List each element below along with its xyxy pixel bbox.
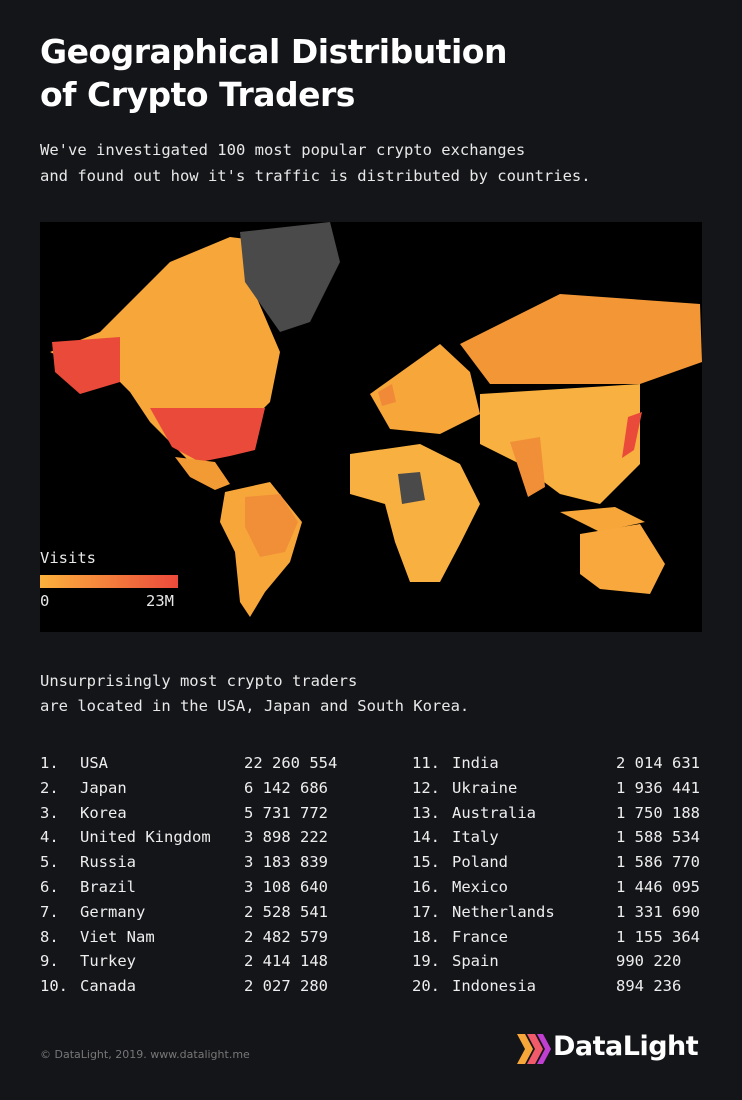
legend-min: 0 [40, 592, 50, 610]
country: Netherlands [452, 902, 555, 921]
country: India [452, 754, 499, 772]
visits: 1 750 188 [616, 803, 700, 822]
country: Turkey [80, 952, 136, 971]
country: Ukraine [452, 778, 518, 797]
rank: 9. [40, 952, 59, 971]
rank: 7. [40, 902, 59, 921]
country: Poland [452, 853, 508, 872]
visits: 6 142 686 [244, 778, 328, 797]
rank: 4. [40, 828, 59, 847]
country: Viet Nam [80, 927, 155, 946]
visits: 1 588 534 [616, 828, 700, 847]
rank: 2. [40, 778, 59, 797]
country: Australia [452, 803, 536, 822]
country: Italy [452, 828, 499, 847]
visits: 3 183 839 [244, 853, 328, 872]
note-line: are located in the USA, Japan and South … [40, 697, 470, 715]
rank: 8. [40, 927, 59, 946]
rank: 15. [412, 853, 440, 872]
country: Korea [80, 803, 127, 822]
note-line: Unsurprisingly most crypto traders [40, 672, 358, 690]
legend-max: 23M [146, 592, 174, 610]
subtitle-line: We've investigated 100 most popular cryp… [40, 141, 526, 159]
visits: 22 260 554 [244, 754, 338, 772]
visits: 1 446 095 [616, 878, 700, 896]
visits: 1 155 364 [616, 927, 700, 946]
rank: 19. [412, 952, 440, 971]
rank: 12. [412, 778, 440, 797]
rank: 17. [412, 902, 440, 921]
country: United Kingdom [80, 828, 211, 847]
rank: 10. [40, 977, 68, 996]
logo-text: DataLight [553, 1031, 699, 1062]
country: Brazil [80, 878, 136, 896]
visits: 1 331 690 [616, 902, 700, 921]
title-line: of Crypto Traders [40, 75, 355, 114]
rank: 18. [412, 927, 440, 946]
world-map [40, 222, 702, 632]
credit: © DataLight, 2019. www.datalight.me [40, 1048, 250, 1061]
country: USA [80, 754, 108, 772]
visits: 3 108 640 [244, 878, 328, 896]
visits: 2 027 280 [244, 977, 328, 996]
title-line: Geographical Distribution [40, 32, 507, 71]
visits: 2 482 579 [244, 927, 328, 946]
visits: 894 236 [616, 977, 682, 996]
rank: 16. [412, 878, 440, 896]
visits: 990 220 [616, 952, 682, 971]
country: Spain [452, 952, 499, 971]
rank: 14. [412, 828, 440, 847]
logo-mark [517, 1034, 551, 1064]
visits: 1 586 770 [616, 853, 700, 872]
rank: 6. [40, 878, 59, 896]
rank: 1. [40, 754, 59, 772]
country: Canada [80, 977, 136, 996]
country: Japan [80, 778, 127, 797]
country: Indonesia [452, 977, 536, 996]
country: Mexico [452, 878, 508, 896]
rank: 13. [412, 803, 440, 822]
country: France [452, 927, 508, 946]
visits: 2 528 541 [244, 902, 328, 921]
visits: 5 731 772 [244, 803, 328, 822]
visits: 1 936 441 [616, 778, 700, 797]
subtitle-line: and found out how it's traffic is distri… [40, 167, 591, 185]
country: Germany [80, 902, 146, 921]
rank: 5. [40, 853, 59, 872]
country: Russia [80, 853, 136, 872]
visits: 2 014 631 [616, 754, 700, 772]
visits: 3 898 222 [244, 828, 328, 847]
legend-title: Visits [40, 549, 96, 567]
rank: 20. [412, 977, 440, 996]
rank: 11. [412, 754, 440, 772]
visits: 2 414 148 [244, 952, 328, 971]
rank: 3. [40, 803, 59, 822]
